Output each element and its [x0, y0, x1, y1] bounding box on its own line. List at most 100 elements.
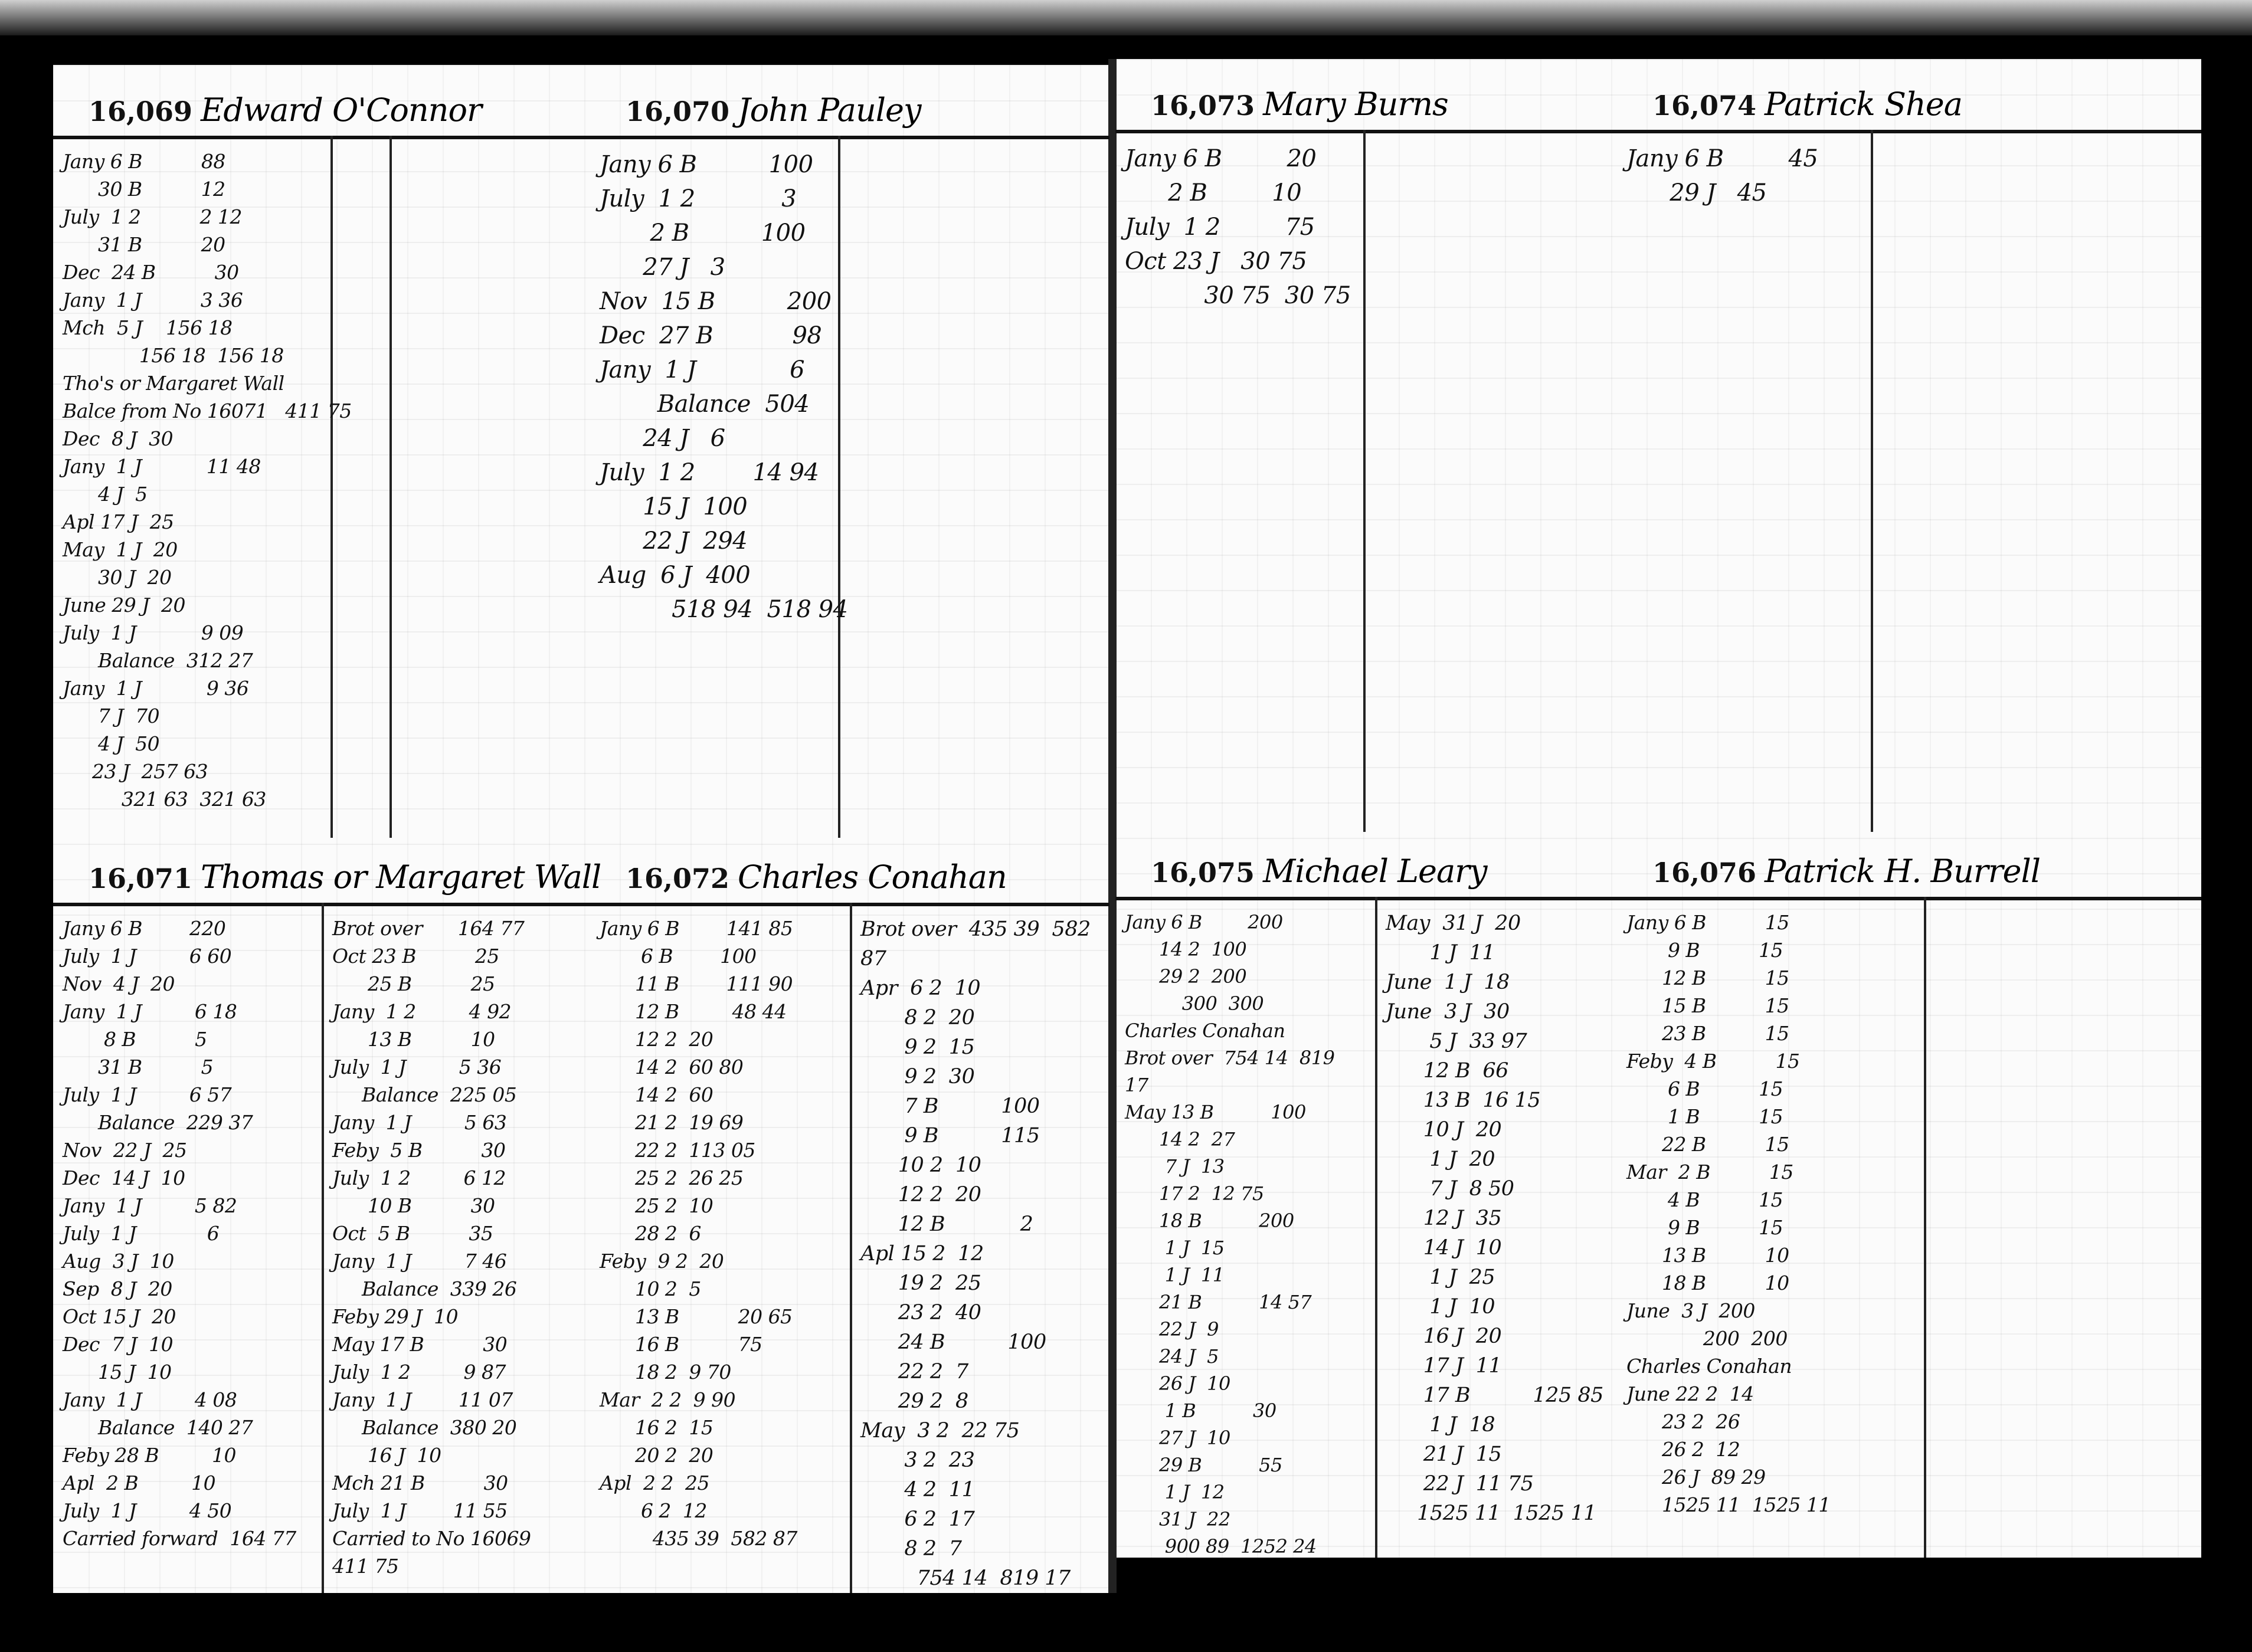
ledger-entry: 26 J 89 29	[1626, 1466, 1766, 1489]
ledger-entry: 4 J 5	[63, 483, 148, 506]
ledger-entry: May 13 B 100	[1125, 1101, 1306, 1123]
ledger-entry: Dec 27 B 98	[600, 322, 822, 349]
ledger-entry: 18 2 9 70	[600, 1361, 731, 1384]
ledger-entry: May 1 J 20	[63, 538, 178, 561]
ledger-entry: 25 2 10	[600, 1194, 713, 1217]
entry-column: Jany 6 B 45 29 J 45	[1626, 142, 2187, 210]
ledger-entry: Jany 6 B 141 85	[600, 917, 793, 940]
ledger-entry: Feby 9 2 20	[600, 1250, 724, 1273]
column-rule	[850, 903, 852, 1593]
ledger-entry: 18 B 200	[1125, 1210, 1294, 1232]
ledger-entry: 22 J 294	[600, 527, 748, 555]
ledger-entry: 4 2 11	[860, 1478, 975, 1502]
ledger-entry: 1 J 20	[1386, 1148, 1495, 1171]
ledger-entry: 31 B 5	[63, 1056, 214, 1079]
ledger-entry: 29 J 45	[1626, 179, 1767, 206]
ledger-entry: Sep 8 J 20	[63, 1277, 172, 1300]
ledger-entry: Jany 1 J 6	[600, 356, 805, 384]
ledger-account: 16,074 Patrick Shea Jany 6 B 45 29 J 45	[1617, 65, 2201, 832]
ledger-entry: 26 2 12	[1626, 1438, 1740, 1461]
ledger-entry: Jany 1 J 4 08	[63, 1388, 237, 1411]
ledger-entry: Carried to No 16069 411 75	[332, 1527, 543, 1578]
ledger-entry: Balance 140 27	[63, 1416, 253, 1439]
ledger-entry: Apr 6 2 10	[860, 976, 981, 1000]
ledger-entry: 9 B 15	[1626, 1216, 1783, 1239]
ledger-entry: 21 B 14 57	[1125, 1291, 1312, 1313]
ledger-entry: 15 J 100	[600, 493, 748, 520]
ledger-entry: 4 B 15	[1626, 1188, 1783, 1211]
ledger-entry: 22 J 9	[1125, 1318, 1219, 1340]
ledger-entry: July 1 J 5 36	[332, 1056, 502, 1079]
ledger-entry: Dec 8 J 30	[63, 427, 174, 450]
ledger-entry: May 31 J 20	[1386, 912, 1521, 935]
ledger-entry: 12 J 35	[1386, 1207, 1502, 1230]
ledger-entry: July 1 2 9 87	[332, 1361, 506, 1384]
ledger-entry: 12 B 66	[1386, 1059, 1509, 1083]
ledger-entry: 9 B 115	[860, 1124, 1040, 1148]
ledger-entry: Apl 17 J 25	[63, 510, 174, 533]
ledger-entry: 31 J 22	[1125, 1508, 1230, 1530]
entry-column: Jany 6 B 88 30 B 12 July 1 2 2 12 31 B 20…	[63, 148, 576, 813]
ledger-entry: 1 B 30	[1125, 1399, 1276, 1422]
ledger-entry: 9 2 30	[860, 1065, 975, 1089]
ledger-entry: 13 B 10	[332, 1028, 495, 1051]
ledger-entry: Brot over 435 39 582 87	[860, 917, 1097, 971]
ledger-entry: Oct 5 B 35	[332, 1222, 493, 1245]
ledger-entry: June 3 J 200	[1626, 1299, 1755, 1322]
ledger-entry: 200 200	[1626, 1327, 1788, 1350]
ledger-entry: 12 B 48 44	[600, 1000, 787, 1023]
ledger-entry: 29 B 55	[1125, 1454, 1282, 1476]
ledger-entry: 7 J 8 50	[1386, 1177, 1514, 1201]
ledger-entry: Brot over 754 14 819 17	[1125, 1047, 1341, 1096]
account-header: 16,070 John Pauley	[590, 71, 1109, 139]
ledger-entry: 22 2 7	[860, 1360, 968, 1384]
ledger-entry: 9 2 15	[860, 1035, 975, 1059]
ledger-entry: 15 J 10	[63, 1361, 172, 1384]
ledger-entry: Jany 6 B 220	[63, 917, 226, 940]
ledger-entry: Jany 6 B 45	[1626, 145, 1818, 172]
ledger-entry: Apl 2 2 25	[600, 1471, 709, 1494]
ledger-entry: Jany 1 J 9 36	[63, 677, 249, 700]
ledger-entry: 24 J 5	[1125, 1345, 1219, 1368]
ledger-entry: Feby 5 B 30	[332, 1139, 506, 1162]
ledger-entry: Jany 1 2 4 92	[332, 1000, 512, 1023]
ledger-entry: July 1 2 75	[1125, 214, 1315, 241]
column-rule	[330, 136, 333, 838]
ledger-entry: Dec 7 J 10	[63, 1333, 174, 1356]
account-holder-name: Edward O'Connor	[201, 91, 482, 129]
ledger-entry: Oct 23 B 25	[332, 945, 499, 968]
account-number: 16,073	[1151, 90, 1255, 122]
ledger-entry: 16 J 10	[332, 1444, 441, 1467]
ledger-entry: Feby 29 J 10	[332, 1305, 459, 1328]
ledger-entry: Dec 24 B 30	[63, 261, 239, 284]
ledger-entry: 5 J 33 97	[1386, 1030, 1527, 1053]
account-header: 16,076 Patrick H. Burrell	[1617, 832, 2201, 900]
ledger-entry: Apl 2 B 10	[63, 1471, 216, 1494]
ledger-account: 16,071 Thomas or Margaret Wall Jany 6 B 22…	[53, 838, 601, 1593]
ledger-entry: 23 B 15	[1626, 1022, 1789, 1045]
ledger-entry: 14 2 60 80	[600, 1056, 744, 1079]
ledger-entry: 13 B 16 15	[1386, 1089, 1541, 1112]
ledger-entry: July 1 J 6	[63, 1222, 220, 1245]
ledger-entry: 21 J 15	[1386, 1443, 1502, 1466]
column-rule	[1363, 130, 1366, 832]
account-holder-name: Patrick Shea	[1765, 86, 1963, 123]
ledger-entry: Charles Conahan	[1626, 1355, 1792, 1378]
ledger-entry: 4 J 50	[63, 732, 160, 755]
ledger-entry: 23 2 26	[1626, 1410, 1740, 1433]
ledger-entry: 11 B 111 90	[600, 972, 793, 995]
ledger-entry: 10 B 30	[332, 1194, 495, 1217]
left-page	[53, 65, 1109, 1593]
ledger-entry: 12 B 15	[1626, 966, 1789, 989]
ledger-entry: Jany 1 J 6 18	[63, 1000, 237, 1023]
ledger-entry: July 1 2 14 94	[600, 459, 819, 486]
ledger-entry: Balance 339 26	[332, 1277, 517, 1300]
entry-column: Jany 6 B 200 14 2 100 29 2 200 300 300 Ch…	[1125, 909, 1363, 1560]
ledger-entry: 24 J 6	[600, 425, 725, 452]
ledger-entry: Nov 15 B 200	[600, 288, 832, 315]
column-rule	[1924, 897, 1926, 1558]
ledger-entry: 900 89 1252 24	[1125, 1535, 1317, 1558]
column-rule	[322, 903, 324, 1593]
entry-column: Jany 6 B 100 July 1 2 3 2 B 100 27 J 3 Nov…	[600, 148, 1095, 627]
ledger-entry: 13 B 10	[1626, 1244, 1789, 1267]
